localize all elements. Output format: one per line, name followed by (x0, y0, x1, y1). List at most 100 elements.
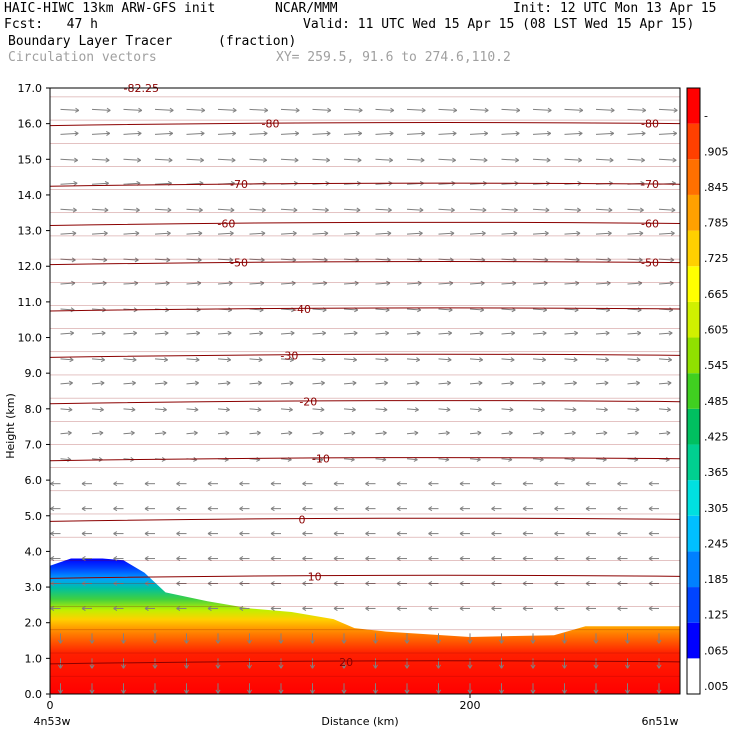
colorbar-swatch (687, 123, 700, 160)
wind-vector (249, 330, 264, 336)
temperature-contour (49, 122, 681, 127)
wind-vector (280, 430, 293, 436)
wind-vector (491, 506, 502, 512)
wind-vector (343, 357, 358, 363)
contour-label: 0 (299, 513, 306, 526)
wind-vector (302, 481, 313, 487)
wind-vector (123, 430, 135, 436)
wind-vector (532, 280, 548, 286)
wind-vector (154, 430, 167, 436)
wind-vector (333, 605, 344, 611)
wind-vector (491, 556, 502, 562)
wind-vector (249, 280, 265, 286)
header-units: (fraction) (218, 34, 297, 49)
wind-vector (564, 107, 584, 113)
wind-vector (658, 107, 678, 113)
wind-vector (343, 157, 362, 163)
wind-vector (438, 380, 451, 386)
wind-vector (186, 330, 201, 336)
wind-vector (562, 633, 567, 644)
wind-vector (144, 481, 155, 487)
wind-vector (280, 407, 293, 413)
wind-vector (60, 330, 75, 336)
wind-vector (123, 380, 136, 386)
wind-vector (375, 330, 390, 336)
y-tick-label: 13.0 (18, 225, 43, 238)
wind-vector (217, 407, 230, 413)
wind-vector (595, 257, 612, 263)
wind-vector (658, 456, 670, 462)
wind-vector (501, 280, 517, 286)
wind-vector (123, 230, 140, 236)
x-tick-label: 200 (460, 699, 481, 712)
wind-vector (585, 506, 596, 512)
wind-vector (627, 430, 639, 436)
wind-vector (438, 131, 457, 137)
header-valid: Valid: 11 UTC Wed 15 Apr 15 (08 LST Wed … (303, 17, 695, 32)
wind-vector (595, 330, 610, 336)
contour-label: -60 (641, 217, 659, 230)
temperature-contour (49, 457, 681, 462)
wind-vector (280, 230, 297, 236)
temperature-contour (49, 353, 681, 358)
wind-vector (249, 430, 261, 436)
wind-vector (302, 556, 313, 562)
wind-vector (365, 481, 376, 487)
wind-vector (91, 330, 106, 336)
temperature-contour (49, 261, 681, 266)
wind-vector (501, 380, 514, 386)
y-tick-label: 1.0 (25, 652, 43, 665)
wind-vector (186, 230, 203, 236)
wind-vector (406, 157, 425, 163)
wind-vector (554, 556, 565, 562)
wind-vector (532, 131, 552, 137)
wind-vector (154, 131, 174, 137)
wind-vector (532, 157, 551, 163)
y-tick-label: 2.0 (25, 617, 43, 630)
y-tick-label: 6.0 (25, 474, 43, 487)
x-tick-label: 0 (47, 699, 54, 712)
wind-vector (247, 658, 252, 669)
wind-vector (459, 605, 470, 611)
wind-vector (186, 307, 201, 313)
wind-vector (532, 380, 546, 386)
wind-vector (375, 380, 388, 386)
wind-vector (648, 531, 659, 537)
wind-vector (144, 531, 155, 537)
wind-vector (562, 683, 567, 694)
temperature-contour (49, 307, 681, 312)
wind-vector (123, 280, 139, 286)
wind-vector (428, 556, 439, 562)
wind-vector (58, 633, 63, 644)
wind-vector (217, 357, 232, 363)
colorbar-swatch (687, 194, 700, 231)
wind-vector (154, 107, 174, 113)
wind-vector (406, 407, 419, 413)
wind-vector (207, 531, 218, 537)
wind-vector (91, 257, 108, 263)
wind-vector (217, 230, 234, 236)
wind-vector (593, 633, 599, 644)
wind-vector (658, 230, 675, 236)
wind-vector (333, 481, 344, 487)
wind-vector (436, 633, 441, 644)
plot-frame (49, 87, 681, 695)
wind-vector (595, 280, 611, 286)
wind-vector (648, 481, 659, 487)
wind-vector (312, 380, 325, 386)
colorbar-swatch (687, 337, 700, 374)
wind-vector (152, 658, 158, 669)
wind-vector (617, 481, 628, 487)
wind-vector (501, 107, 521, 113)
y-tick-label: 17.0 (18, 82, 43, 95)
wind-vector (58, 683, 63, 694)
wind-vector (343, 280, 359, 286)
wind-vector (280, 131, 300, 137)
wind-vector (554, 506, 565, 512)
temperature-contour (49, 574, 681, 579)
wind-vector (459, 556, 470, 562)
wind-vector (459, 531, 470, 537)
wind-vector (658, 307, 674, 313)
wind-vector (438, 207, 455, 213)
wind-vector (280, 157, 299, 163)
